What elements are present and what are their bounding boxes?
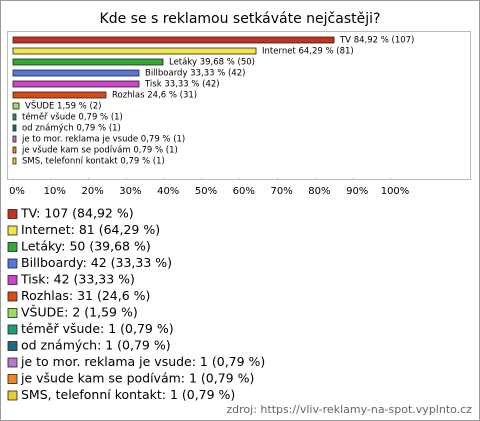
chart-title: Kde se s reklamou setkáváte nejčastěji? <box>100 11 381 27</box>
bar-label: je to mor. reklama je vsude 0,79 % (1) <box>21 135 185 145</box>
x-tick-label: 10% <box>44 186 66 197</box>
legend-label: Letáky: 50 (39,68 %) <box>21 239 151 254</box>
bar <box>12 124 17 132</box>
x-tick-label: 80% <box>308 186 330 197</box>
bar-label: Letáky 39,68 % (50) <box>169 58 255 68</box>
legend-swatch <box>7 374 18 384</box>
legend-swatch <box>7 341 18 351</box>
legend-swatch <box>7 324 18 335</box>
bar <box>12 102 20 110</box>
bar-label: je všude kam se podívám 0,79 % (1) <box>21 145 178 156</box>
legend-label: SMS, telefonní kontakt: 1 (0,79 %) <box>21 387 235 402</box>
legend-swatch <box>7 390 18 401</box>
bar-label: téměř všude 0,79 % (1) <box>22 112 123 123</box>
bar <box>12 91 107 99</box>
legend-label: Internet: 81 (64,29 %) <box>21 222 160 237</box>
bar <box>12 58 164 66</box>
x-tick-label: 100% <box>381 186 410 197</box>
x-tick-label: 40% <box>157 186 179 197</box>
source: zdroj: https://vliv-reklamy-na-spot.vypl… <box>226 403 472 416</box>
legend-label: Rozhlas: 31 (24,6 %) <box>21 288 150 303</box>
legend-label: je to mor. reklama je vsude: 1 (0,79 %) <box>20 354 265 369</box>
bar-label: TV 84,92 % (107) <box>339 36 414 46</box>
legend-swatch <box>7 357 18 368</box>
legend-label: Billboardy: 42 (33,33 %) <box>21 255 172 270</box>
x-tick-label: 90% <box>346 186 368 197</box>
bar <box>12 80 140 88</box>
bar <box>12 36 335 44</box>
plot-frame <box>7 31 471 180</box>
bar <box>12 69 140 77</box>
legend-label: je všude kam se podívám: 1 (0,79 %) <box>20 371 254 386</box>
bar <box>12 146 17 154</box>
legend-label: téměř všude: 1 (0,79 %) <box>21 321 174 336</box>
legend-swatch <box>7 242 18 252</box>
legend-swatch <box>7 225 18 236</box>
x-tick-label: 20% <box>81 186 103 197</box>
x-tick-label: 70% <box>270 186 292 197</box>
x-tick-label: 30% <box>119 186 141 197</box>
legend-label: od známých: 1 (0,79 %) <box>21 338 171 353</box>
bar-label: od známých 0,79 % (1) <box>22 124 121 134</box>
legend-label: Tisk: 42 (33,33 %) <box>20 272 135 287</box>
bar <box>12 157 17 165</box>
bar-label: Rozhlas 24,6 % (31) <box>112 91 197 101</box>
legend-swatch <box>7 258 18 269</box>
legend-label: TV: 107 (84,92 %) <box>20 206 134 221</box>
bar-label: VŠUDE 1,59 % (2) <box>25 100 102 112</box>
bar-label: Tisk 33,33 % (42) <box>144 80 220 90</box>
legend-label: VŠUDE: 2 (1,59 %) <box>21 305 138 320</box>
bar-label: SMS, telefonní kontakt 0,79 % (1) <box>22 157 165 167</box>
bar <box>12 47 257 55</box>
bar <box>12 135 17 143</box>
legend-swatch <box>7 209 18 219</box>
legend-swatch <box>7 291 18 302</box>
legend-swatch <box>7 308 18 318</box>
x-tick-label: 60% <box>233 186 255 197</box>
bar-label: Internet 64,29 % (81) <box>262 47 354 57</box>
bar-label: Billboardy 33,33 % (42) <box>145 69 245 79</box>
x-tick-label: 50% <box>195 186 217 197</box>
x-tick-label: 0% <box>9 186 25 197</box>
bar <box>12 113 17 121</box>
legend-swatch <box>7 275 18 285</box>
